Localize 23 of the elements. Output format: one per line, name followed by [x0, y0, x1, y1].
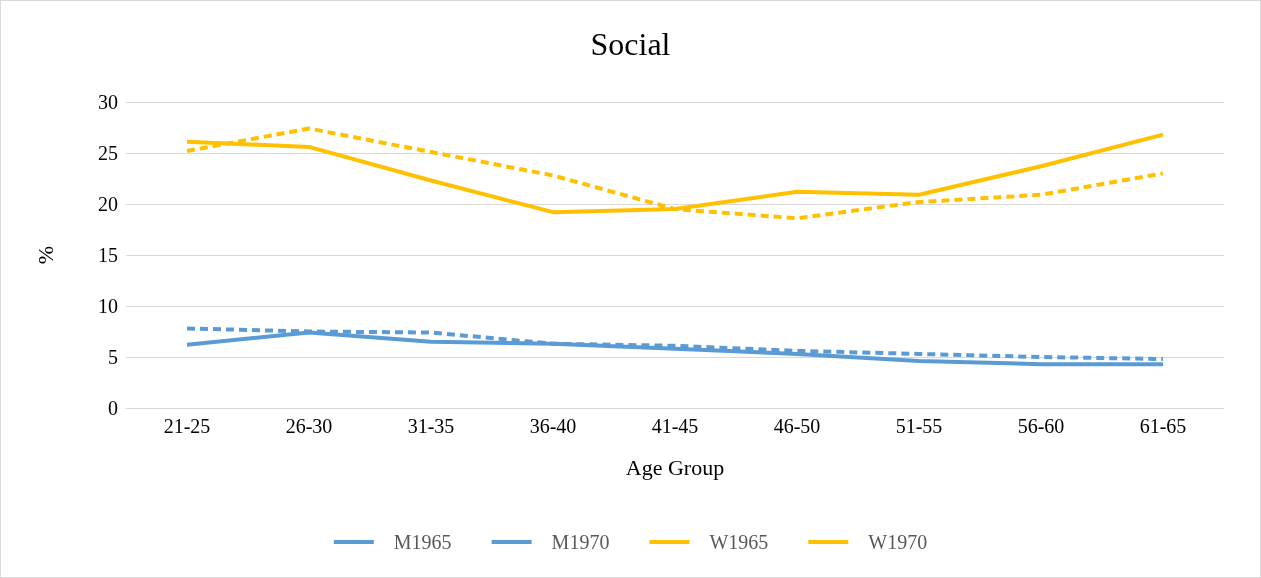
y-tick-label: 5: [108, 346, 118, 368]
legend-label: W1970: [868, 531, 928, 553]
x-tick-label: 56-60: [1017, 415, 1065, 437]
legend-label: M1965: [393, 531, 452, 553]
y-axis-title: %: [32, 245, 58, 265]
legend-label: W1965: [709, 531, 769, 553]
x-tick-label: 51-55: [895, 415, 943, 437]
x-axis-title: Age Group: [625, 454, 725, 480]
y-tick-label: 0: [108, 397, 118, 419]
y-tick-label: 25: [98, 142, 118, 164]
x-tick-label: 41-45: [651, 415, 699, 437]
y-tick-label: 10: [98, 295, 118, 317]
x-tick-label: 21-25: [163, 415, 211, 437]
y-tick-label: 30: [98, 91, 118, 113]
x-tick-label: 36-40: [529, 415, 577, 437]
x-tick-label: 31-35: [407, 415, 455, 437]
x-tick-label: 46-50: [773, 415, 821, 437]
legend-label: M1970: [551, 531, 610, 553]
y-tick-label: 20: [98, 193, 118, 215]
x-tick-label: 61-65: [1139, 415, 1187, 437]
x-tick-label: 26-30: [285, 415, 333, 437]
chart-title: Social: [590, 26, 671, 62]
y-tick-label: 15: [98, 244, 118, 266]
